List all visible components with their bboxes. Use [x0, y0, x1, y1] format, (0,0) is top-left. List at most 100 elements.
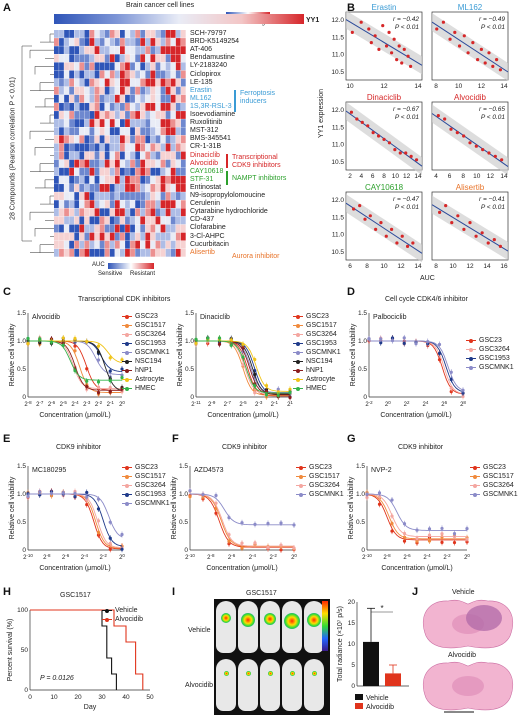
heatmap-cell: [114, 208, 120, 217]
heatmap-cell: [109, 38, 115, 46]
legend-label: GSC23: [479, 337, 502, 344]
heatmap-cell: [180, 192, 186, 200]
heatmap-cell: [125, 30, 130, 38]
heatmap-cell: [145, 127, 151, 136]
heatmap-cell: [125, 159, 130, 168]
data-point: [427, 527, 432, 531]
legend-label: GSC3264: [135, 331, 166, 338]
heatmap-cell: [135, 102, 141, 111]
x-tick-exponent: 2: [407, 400, 410, 405]
x-tick-label: 2-10: [23, 553, 33, 562]
row-label-vehicle: Vehicle: [188, 627, 211, 634]
heatmap-cell: [99, 38, 105, 46]
heatmap-cell: [99, 216, 105, 225]
data-point: [26, 494, 30, 498]
heatmap-cell: [114, 62, 120, 71]
heatmap-cell: [145, 54, 151, 63]
compound-label: 1S,3R-RSL-3: [190, 102, 232, 110]
heatmap-cell: [130, 159, 135, 168]
heatmap-cell: [175, 224, 181, 233]
data-point: [241, 355, 245, 359]
heatmap-cell: [114, 86, 120, 95]
data-point: [373, 34, 377, 38]
compound-label: Ciclopirox: [190, 70, 221, 78]
data-point: [365, 495, 369, 500]
heatmap-cell: [64, 135, 69, 144]
heatmap-cell: [180, 232, 186, 241]
heatmap-cell: [69, 38, 75, 46]
y-axis-label: Relative cell viability: [348, 476, 355, 539]
heatmap-cell: [120, 86, 125, 95]
heatmap-cell: [145, 70, 151, 79]
heatmap-cell: [54, 216, 59, 225]
heatmap-cell: [125, 70, 130, 79]
x-tick-exponent: -1: [274, 400, 278, 405]
x-tick-label: 10: [346, 83, 354, 90]
heatmap-cell: [79, 127, 85, 136]
drug-title: CAY10618: [365, 183, 404, 192]
correlation-r: r = −0.47: [393, 196, 419, 203]
heatmap-cell: [150, 216, 156, 225]
data-point: [498, 244, 502, 248]
heatmap-cell: [69, 208, 75, 217]
x-tick-label: 2-6: [62, 553, 70, 562]
drug-title: Erastin: [372, 3, 397, 12]
y-tick-label: 0: [361, 547, 365, 554]
heatmap-cell: [89, 94, 95, 103]
compound-label: Clofarabine: [190, 224, 226, 232]
x-tick-label: 2-1: [271, 400, 279, 409]
heatmap-cell: [175, 54, 181, 63]
mouse-image: [238, 659, 258, 711]
heatmap-cell: [130, 94, 135, 103]
heatmap-cell: [145, 111, 151, 119]
heatmap-cell: [59, 86, 64, 95]
data-point: [253, 357, 257, 362]
heatmap-cell: [175, 135, 181, 144]
compound-label: Bendamustine: [190, 54, 235, 62]
heatmap-cell: [125, 240, 130, 249]
data-point: [241, 363, 245, 367]
heatmap-cell: [170, 248, 176, 257]
data-point: [427, 539, 432, 543]
heatmap-cell: [104, 86, 110, 95]
heatmap-cell: [89, 119, 95, 127]
heatmap-cell: [99, 94, 105, 103]
heatmap-cell: [145, 184, 151, 192]
legend-marker: [102, 617, 112, 623]
x-tick-label: 21: [287, 400, 293, 409]
heatmap-cell: [170, 216, 176, 225]
legend-label: Astrocyte: [135, 376, 165, 383]
heatmap-cell: [150, 62, 156, 71]
data-point: [471, 41, 475, 45]
bioluminescence-signal: [307, 613, 321, 627]
heatmap-cell: [155, 102, 161, 111]
y-tick-label: 0.5: [358, 366, 367, 373]
heatmap-cell: [165, 135, 171, 144]
data-point: [440, 540, 444, 545]
panel-label-d: D: [347, 286, 355, 298]
legend-label: NSC194: [306, 358, 333, 365]
heatmap-cell: [109, 135, 115, 144]
data-point: [38, 490, 42, 494]
x-tick-exponent: -2: [369, 400, 373, 405]
heatmap-cell: [114, 216, 120, 225]
compound-label: AT-406: [190, 46, 213, 54]
heatmap-cell: [79, 216, 85, 225]
x-tick-label: 6: [348, 263, 352, 270]
heatmap-cell: [54, 240, 59, 249]
legend-marker: [466, 365, 476, 371]
heatmap-cell: [74, 62, 80, 71]
x-tick-label: 12: [466, 263, 474, 270]
data-point: [387, 30, 391, 34]
dose-response-curve: [28, 493, 123, 549]
heatmap-cell: [109, 86, 115, 95]
heatmap-cell: [79, 135, 85, 144]
data-point: [400, 61, 404, 65]
data-point: [368, 214, 372, 218]
legend-label: hNP1: [135, 367, 153, 374]
correlation-p: P < 0.01: [481, 114, 506, 121]
heatmap-cell: [84, 167, 90, 176]
heatmap-cell: [104, 102, 110, 111]
bioluminescence-signal: [245, 671, 251, 676]
heatmap-cell: [104, 224, 110, 233]
